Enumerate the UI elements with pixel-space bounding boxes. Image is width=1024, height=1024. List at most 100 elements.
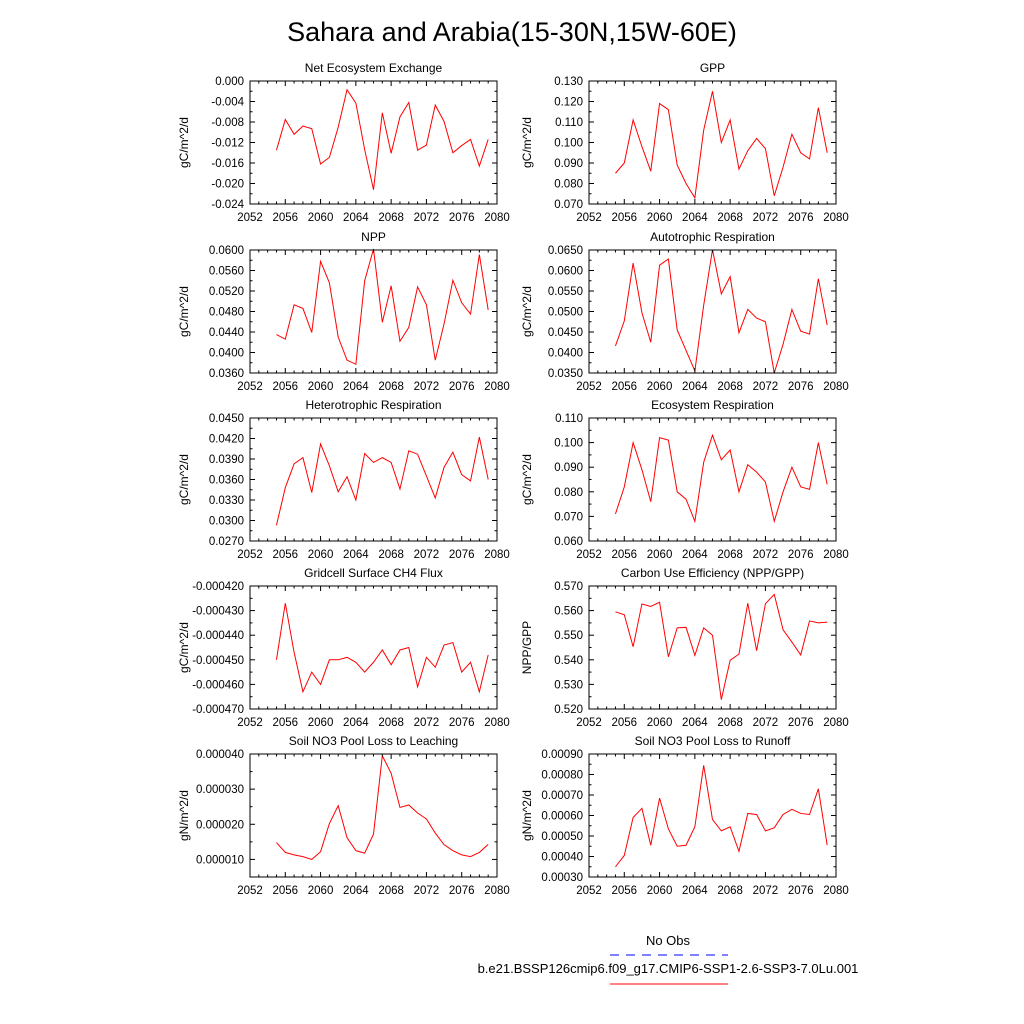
panel-6: 2052 2056 2060 2064 2068 2072 2076 2080 -0.00047…	[177, 566, 510, 729]
series-line	[615, 765, 828, 868]
x-tick-label: 2052	[576, 212, 602, 224]
x-tick-label: 2072	[414, 885, 440, 897]
panels: 2052 2056 2060 2064 2068 2072 2076 2080 -0.024 -0…	[177, 61, 849, 897]
y-tick-label: 0.0360	[209, 475, 244, 487]
x-tick-label: 2056	[272, 212, 298, 224]
y-tick-label: 0.560	[554, 606, 583, 618]
y-tick-label: 0.100	[554, 138, 583, 150]
y-axis-label: gN/m^2/d	[177, 790, 191, 841]
legend: No Obs b.e21.BSSP126cmip6.f09_g17.CMIP6-…	[478, 933, 858, 985]
y-tick-label: 0.0650	[548, 245, 583, 257]
y-tick-label: 0.00030	[541, 872, 583, 884]
panel-title: Gridcell Surface CH4 Flux	[304, 566, 443, 580]
x-tick-label: 2052	[576, 717, 602, 729]
y-tick-label: 0.000	[215, 76, 244, 88]
x-tick-label: 2064	[343, 717, 369, 729]
x-tick-label: 2080	[823, 549, 849, 561]
plot-frame	[249, 585, 498, 710]
x-tick-label: 2076	[449, 381, 475, 393]
series-line	[614, 249, 828, 374]
y-tick-label: 0.110	[555, 117, 583, 129]
x-tick-label: 2056	[611, 212, 637, 224]
x-tick-label: 2072	[753, 549, 779, 561]
x-tick-label: 2080	[484, 381, 510, 393]
plot-frame	[588, 585, 837, 710]
x-tick-label: 2056	[611, 885, 637, 897]
y-axis-label: gC/m^2/d	[177, 117, 191, 168]
y-tick-label: 0.0350	[548, 368, 583, 380]
panel-title: Carbon Use Efficiency (NPP/GPP)	[621, 566, 804, 580]
x-tick-label: 2076	[449, 549, 475, 561]
y-tick-label: 0.070	[554, 511, 583, 523]
panel-title: NPP	[361, 230, 386, 244]
y-axis-label: gC/m^2/d	[177, 454, 191, 505]
x-tick-label: 2080	[823, 212, 849, 224]
y-tick-label: 0.0440	[209, 327, 244, 339]
x-tick-label: 2056	[611, 381, 637, 393]
panel-2: 2052 2056 2060 2064 2068 2072 2076 2080 0.0360 0.…	[177, 230, 510, 393]
y-tick-label: 0.000030	[196, 784, 244, 796]
y-tick-label: 0.0360	[209, 368, 244, 380]
y-tick-label: -0.012	[211, 138, 244, 150]
panel-title: Heterotrophic Respiration	[305, 398, 441, 412]
y-axis-label: gC/m^2/d	[520, 286, 534, 337]
x-tick-label: 2060	[647, 381, 673, 393]
y-tick-label: 0.080	[554, 487, 583, 499]
panel-1: 2052 2056 2060 2064 2068 2072 2076 2080 0.070 0.0…	[520, 61, 849, 224]
plot-frame	[588, 753, 837, 878]
y-axis-label: gC/m^2/d	[520, 117, 534, 168]
y-tick-label: -0.020	[211, 179, 244, 191]
x-tick-label: 2072	[753, 717, 779, 729]
plot-frame	[249, 417, 498, 542]
panel-0: 2052 2056 2060 2064 2068 2072 2076 2080 -0.024 -0…	[177, 61, 510, 224]
x-tick-label: 2064	[682, 549, 708, 561]
y-tick-label: 0.0560	[209, 266, 244, 278]
y-tick-label: -0.000440	[192, 630, 244, 642]
y-tick-label: -0.000420	[192, 581, 244, 593]
x-tick-label: 2052	[237, 885, 263, 897]
x-tick-label: 2060	[308, 381, 334, 393]
series-line	[275, 437, 489, 526]
x-tick-label: 2068	[717, 381, 743, 393]
y-tick-label: -0.004	[211, 97, 244, 109]
y-tick-label: 0.0600	[209, 245, 244, 257]
panel-8: 2052 2056 2060 2064 2068 2072 2076 2080 0.000010…	[177, 734, 510, 897]
x-tick-label: 2068	[378, 885, 404, 897]
x-tick-label: 2060	[308, 549, 334, 561]
x-tick-label: 2080	[484, 212, 510, 224]
x-tick-label: 2080	[823, 381, 849, 393]
x-tick-label: 2052	[237, 381, 263, 393]
y-tick-label: -0.000430	[192, 606, 244, 618]
x-tick-label: 2076	[788, 549, 814, 561]
x-tick-label: 2052	[237, 717, 263, 729]
panel-title: Autotrophic Respiration	[650, 230, 775, 244]
y-tick-label: 0.0550	[548, 286, 583, 298]
x-tick-label: 2072	[414, 381, 440, 393]
series-line	[615, 593, 828, 700]
y-axis-label: NPP/GPP	[520, 621, 534, 674]
plot-frame	[249, 249, 498, 374]
y-axis-label: gC/m^2/d	[177, 622, 191, 673]
legend-obs-label: No Obs	[646, 933, 691, 948]
panel-7: 2052 2056 2060 2064 2068 2072 2076 2080 0.520 0.5…	[520, 566, 849, 729]
x-tick-label: 2052	[237, 549, 263, 561]
y-tick-label: 0.0400	[548, 348, 583, 360]
x-tick-label: 2076	[788, 212, 814, 224]
y-tick-label: 0.100	[554, 438, 583, 450]
y-tick-label: 0.0400	[209, 348, 244, 360]
x-tick-label: 2060	[308, 885, 334, 897]
y-tick-label: 0.00050	[541, 831, 583, 843]
y-tick-label: 0.000040	[196, 749, 244, 761]
x-tick-label: 2068	[378, 212, 404, 224]
x-tick-label: 2056	[272, 381, 298, 393]
x-tick-label: 2072	[414, 717, 440, 729]
x-tick-label: 2064	[343, 381, 369, 393]
y-tick-label: 0.0390	[209, 454, 244, 466]
y-axis-label: gC/m^2/d	[520, 454, 534, 505]
y-tick-label: 0.0520	[209, 286, 244, 298]
y-tick-label: -0.000470	[192, 704, 244, 716]
series-line	[275, 603, 489, 694]
x-tick-label: 2056	[272, 885, 298, 897]
y-tick-label: 0.080	[554, 179, 583, 191]
